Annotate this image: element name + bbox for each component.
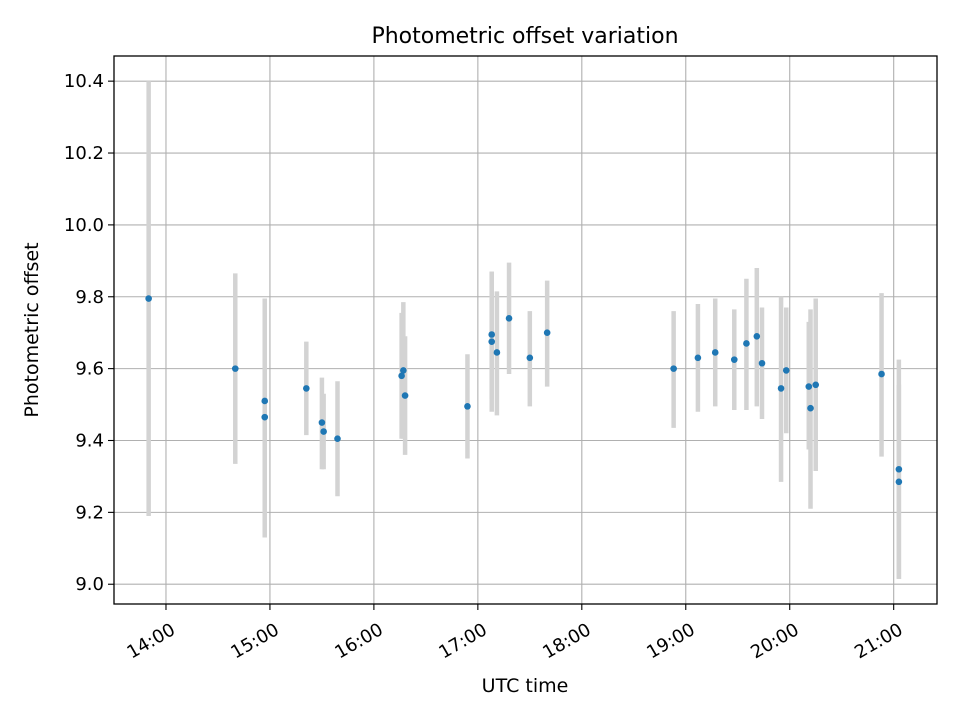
data-point xyxy=(758,359,766,367)
y-tick-label: 9.0 xyxy=(75,574,104,595)
x-axis-label: UTC time xyxy=(482,675,569,697)
data-point xyxy=(543,329,551,336)
y-tick-label: 10.2 xyxy=(64,143,104,164)
data-point xyxy=(730,356,738,363)
data-point xyxy=(694,354,702,362)
data-point xyxy=(878,370,885,378)
data-point xyxy=(334,435,341,443)
data-point xyxy=(318,419,326,426)
data-point xyxy=(303,385,310,392)
plot-area-frame xyxy=(113,55,938,605)
data-point xyxy=(526,354,534,362)
y-axis-ticks: 9.0 9.2 9.4 9.6 9.8 10.0 10.2 10.4 xyxy=(64,71,114,595)
data-point xyxy=(401,392,409,399)
data-point xyxy=(743,340,750,347)
y-tick-label: 9.2 xyxy=(75,502,104,523)
data-point xyxy=(400,367,407,374)
y-tick-label: 9.6 xyxy=(75,359,104,380)
data-point xyxy=(805,383,813,390)
chart-title: Photometric offset variation xyxy=(371,24,678,49)
data-point xyxy=(261,397,269,405)
data-point xyxy=(782,367,790,374)
data-point xyxy=(670,365,677,372)
data-point xyxy=(895,465,903,473)
data-point xyxy=(711,349,719,356)
data-point xyxy=(505,315,513,322)
data-point xyxy=(261,413,269,421)
data-point xyxy=(398,372,405,380)
data-point xyxy=(812,381,820,389)
data-points xyxy=(145,295,903,486)
y-tick-label: 9.4 xyxy=(75,430,104,451)
y-tick-label: 10.0 xyxy=(64,215,104,236)
data-point xyxy=(895,478,903,486)
data-point xyxy=(488,338,496,345)
data-point xyxy=(464,403,471,410)
y-tick-label: 9.8 xyxy=(75,287,104,308)
data-point xyxy=(493,349,501,356)
data-point xyxy=(145,295,152,302)
grid xyxy=(114,56,937,604)
data-point xyxy=(777,385,785,392)
data-point xyxy=(753,332,761,340)
y-axis-label: Photometric offset xyxy=(21,242,43,417)
data-point xyxy=(231,365,239,372)
y-tick-label: 10.4 xyxy=(64,71,104,92)
data-point xyxy=(807,404,814,412)
data-point xyxy=(488,331,496,338)
data-point xyxy=(320,428,327,435)
